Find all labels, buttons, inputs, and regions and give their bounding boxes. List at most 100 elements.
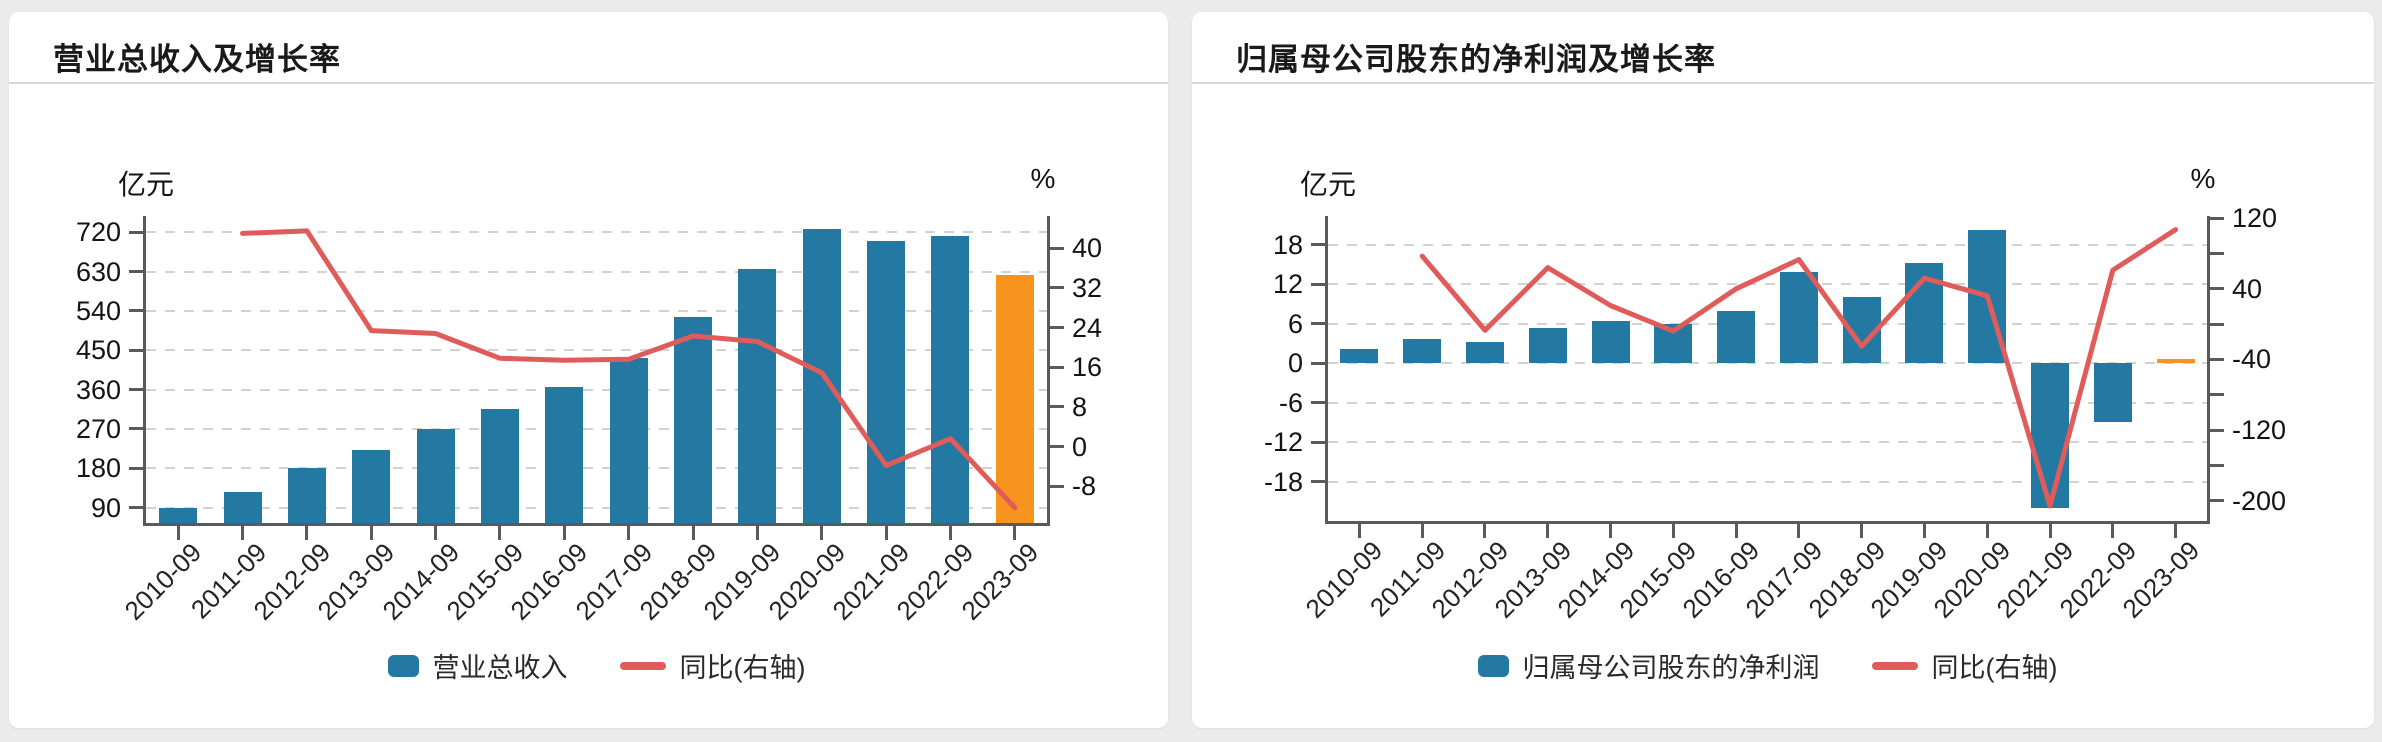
bar: [867, 240, 906, 523]
y-tick-label: -40: [2232, 344, 2272, 375]
bar: [931, 236, 970, 523]
right-axis-unit-label: %: [2190, 163, 2216, 194]
bar: [1905, 262, 1944, 364]
y-tick-label: 0: [1072, 431, 1088, 462]
axis-tick: [2210, 393, 2224, 397]
bar: [223, 491, 262, 523]
chart-legend: 归属母公司股东的净利润 同比(右轴): [1328, 646, 2207, 685]
x-axis-tick: [691, 526, 695, 540]
grid-line: [146, 388, 1047, 391]
axis-tick: [2210, 463, 2224, 467]
x-axis-tick: [305, 526, 309, 540]
grid-line: [1328, 243, 2207, 246]
x-axis-tick: [1420, 524, 1424, 538]
grid-line: [146, 427, 1047, 430]
line-swatch-icon: [1871, 661, 1918, 670]
y-tick-label: -18: [1263, 466, 1303, 497]
y-axis-right: [1047, 216, 1050, 526]
bar: [1465, 342, 1504, 364]
y-axis-right: [2207, 216, 2210, 524]
axis-tick: [129, 466, 143, 470]
grid-line: [146, 231, 1047, 234]
grid-line: [146, 467, 1047, 470]
axis-tick: [1050, 246, 1064, 250]
legend-label: 归属母公司股东的净利润: [1522, 653, 1820, 683]
right-axis-unit-label: %: [1030, 163, 1056, 194]
bar: [2031, 363, 2070, 508]
axis-tick: [1311, 401, 1325, 405]
grid-line: [146, 506, 1047, 509]
x-axis-tick: [1483, 524, 1487, 538]
page-title: 归属母公司股东的净利润及增长率: [1236, 42, 1716, 77]
axis-tick: [1311, 322, 1325, 326]
x-axis-tick: [1671, 524, 1675, 538]
title-divider: [9, 82, 1168, 84]
y-tick-label: 360: [75, 374, 121, 405]
y-tick-label: -12: [1263, 427, 1303, 458]
y-tick-label: 0: [1287, 348, 1303, 379]
x-axis-tick: [369, 526, 373, 540]
legend-item-bar[interactable]: 归属母公司股东的净利润: [1477, 646, 1820, 685]
x-axis-tick: [1013, 526, 1017, 540]
x-axis-tick: [1546, 524, 1550, 538]
y-tick-label: 12: [1272, 269, 1303, 300]
bar: [802, 229, 841, 523]
y-tick-label: 18: [1272, 229, 1303, 260]
x-axis-tick: [176, 526, 180, 540]
y-tick-label: 630: [75, 256, 121, 287]
y-axis-left: [143, 216, 146, 526]
axis-tick: [1050, 286, 1064, 290]
y-tick-label: 540: [75, 295, 121, 326]
y-tick-label: 6: [1287, 308, 1303, 339]
bar: [1779, 271, 1818, 364]
axis-tick: [1311, 440, 1325, 444]
legend-item-bar[interactable]: 营业总收入: [387, 646, 568, 685]
legend-item-line[interactable]: 同比(右轴): [1871, 646, 2058, 685]
x-axis-tick: [2174, 524, 2178, 538]
y-tick-label: 32: [1072, 272, 1103, 303]
bar: [1591, 320, 1630, 364]
grid-line: [1328, 480, 2207, 483]
y-tick-label: -200: [2232, 485, 2287, 516]
grid-line: [146, 309, 1047, 312]
grid-line: [1328, 362, 2207, 365]
axis-tick: [129, 230, 143, 234]
x-axis-tick: [820, 526, 824, 540]
y-tick-label: -120: [2232, 415, 2287, 446]
x-axis-tick: [1922, 524, 1926, 538]
bar: [1968, 230, 2007, 364]
axis-tick: [1050, 365, 1064, 369]
bar-swatch-icon: [1477, 654, 1509, 677]
bar: [1528, 327, 1567, 364]
axis-tick: [129, 348, 143, 352]
axis-tick: [1050, 445, 1064, 449]
y-tick-label: 720: [75, 217, 121, 248]
x-axis-tick: [1357, 524, 1361, 538]
grid-line: [1328, 322, 2207, 325]
y-tick-label: 270: [75, 413, 121, 444]
x-axis-tick: [1985, 524, 1989, 538]
grid-line: [1328, 283, 2207, 286]
y-axis-left: [1325, 216, 1328, 524]
axis-tick: [1050, 326, 1064, 330]
x-axis-tick: [241, 526, 245, 540]
y-tick-label: -8: [1072, 471, 1097, 502]
grid-line: [146, 349, 1047, 352]
bar: [416, 429, 455, 523]
axis-tick: [1311, 282, 1325, 286]
y-tick-label: 120: [2232, 203, 2278, 234]
bar: [1340, 349, 1379, 364]
x-axis-tick: [498, 526, 502, 540]
y-tick-label: -6: [1278, 387, 1303, 418]
legend-item-line[interactable]: 同比(右轴): [619, 646, 805, 685]
legend-label: 同比(右轴): [1931, 653, 2058, 683]
x-axis-tick: [1860, 524, 1864, 538]
axis-tick: [1311, 361, 1325, 365]
bar: [1403, 338, 1442, 364]
line-swatch-icon: [619, 661, 666, 670]
bar: [2093, 363, 2132, 422]
left-axis-unit-label: 亿元: [117, 169, 175, 200]
page-title: 营业总收入及增长率: [53, 42, 341, 77]
chart-legend: 营业总收入 同比(右轴): [146, 646, 1047, 685]
